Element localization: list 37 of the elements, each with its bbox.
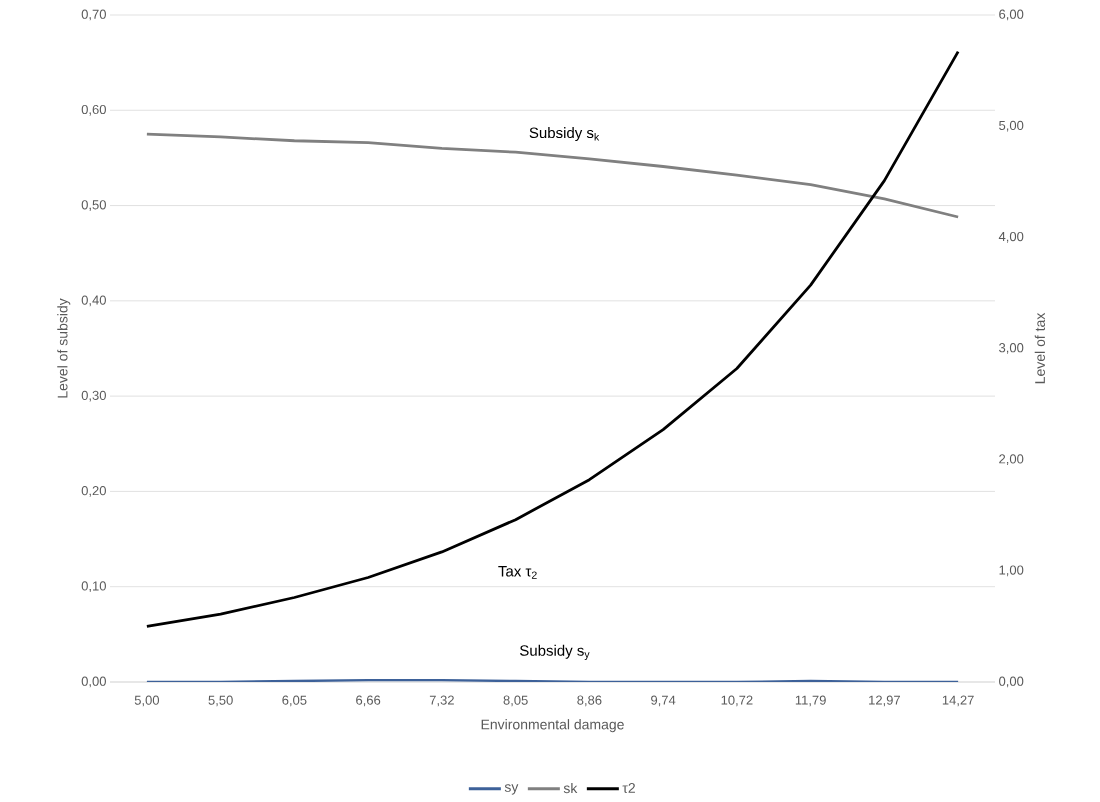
legend-label: τ2 <box>622 783 635 793</box>
x-tick-label: 10,72 <box>721 695 753 707</box>
x-tick-label: 7,32 <box>429 695 454 707</box>
x-tick-label: 8,86 <box>577 695 602 707</box>
x-axis-title: Environmental damage <box>481 719 624 733</box>
y2-tick-label: 1,00 <box>999 565 1024 577</box>
y-tick-label: 0,50 <box>81 200 106 211</box>
annotation: Subsidy s$_{k}$ <box>529 127 600 142</box>
legend-label: sy <box>504 784 519 795</box>
y2-tick-label: 0,00 <box>999 676 1024 688</box>
y2-tick-label: 2,00 <box>999 454 1024 466</box>
x-tick-label: 9,74 <box>651 695 676 707</box>
y-tick-label: 0,20 <box>81 486 106 497</box>
x-tick-label: 6,05 <box>282 695 307 707</box>
y-tick-label: 0,00 <box>81 676 106 688</box>
y-tick-label: 0,60 <box>81 104 106 116</box>
x-tick-label: 8,05 <box>503 695 528 707</box>
y2-tick-label: 3,00 <box>999 343 1024 354</box>
x-tick-label: 12,97 <box>869 695 900 707</box>
y2-axis-title: Level of tax <box>1034 312 1045 384</box>
y-axis-title: Level of subsidy <box>57 298 71 398</box>
y-tick-label: 0,70 <box>81 9 106 21</box>
y2-tick-label: 6,00 <box>999 9 1024 21</box>
x-tick-label: 11,79 <box>795 695 826 707</box>
legend-label: sk <box>563 782 578 794</box>
x-tick-label: 5,00 <box>134 695 160 707</box>
x-tick-label: 5,50 <box>208 695 233 707</box>
x-tick-label: 6,66 <box>356 695 381 707</box>
line-series <box>145 50 960 628</box>
y-tick-label: 0,10 <box>81 581 106 593</box>
y-tick-label: 0,40 <box>81 295 106 307</box>
y2-tick-label: 5,00 <box>999 120 1024 132</box>
annotation: Tax τ$_{2}$ <box>498 566 537 579</box>
annotation: Subsidy s$_{y}$ <box>520 644 590 661</box>
x-tick-label: 14,27 <box>942 695 974 707</box>
y2-tick-label: 4,00 <box>998 231 1024 243</box>
y-tick-label: 0,30 <box>81 390 106 402</box>
